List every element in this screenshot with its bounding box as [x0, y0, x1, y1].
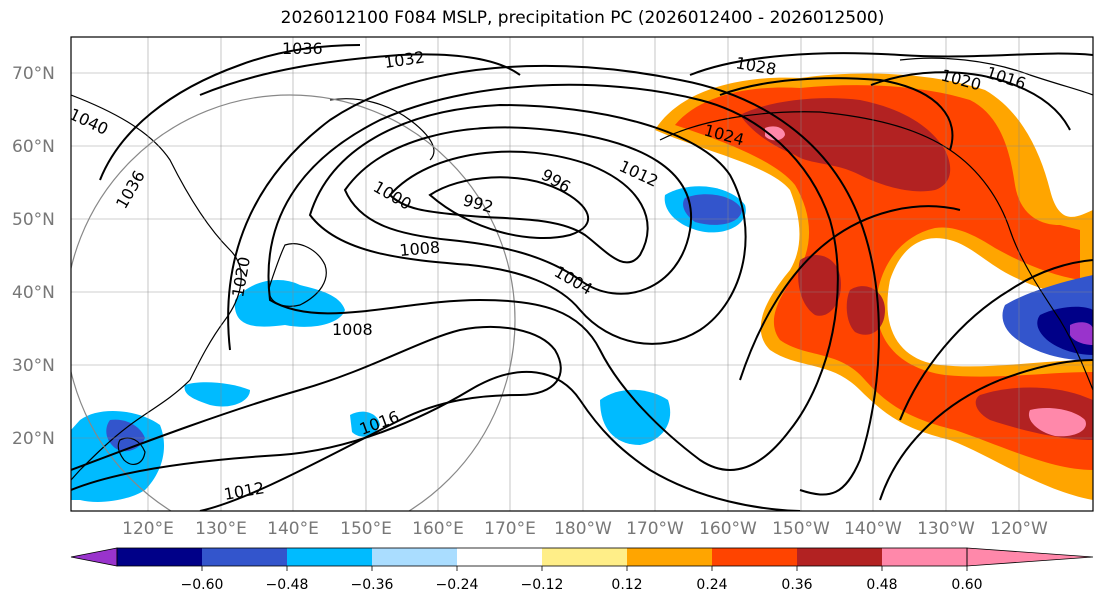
- colorbar-segment-4: [372, 548, 457, 566]
- isobar-1016-b: [71, 325, 562, 511]
- colorbar-label-2: −0.48: [266, 577, 309, 593]
- coastline-japan: [268, 243, 327, 307]
- isobar-1016-east: [879, 359, 1093, 501]
- lon-label-160e: 160°E: [412, 519, 464, 539]
- lon-label-120w: 120°W: [990, 519, 1048, 539]
- colorbar-label-9: 0.48: [866, 577, 897, 593]
- lon-label-130w: 130°W: [917, 519, 975, 539]
- colorbar-label-6: 0.12: [611, 577, 642, 593]
- colorbar-segment-8: [712, 548, 797, 566]
- isobar-1036: [99, 44, 361, 181]
- isobar-label-1008-b: 1008: [332, 320, 373, 339]
- colorbar-extend-left: [70, 547, 118, 567]
- map-frame: [70, 36, 1094, 512]
- lon-label-170w: 170°W: [626, 519, 684, 539]
- precip-region-darkred-alaska: [740, 98, 951, 192]
- isobar-992: [428, 176, 590, 239]
- isobars: [71, 44, 1093, 511]
- colorbar-tick-labels: −0.60 −0.48 −0.36 −0.24 −0.12 0.12 0.24 …: [181, 577, 983, 593]
- latitude-labels: 70°N 60°N 50°N 40°N 30°N 20°N: [12, 64, 55, 449]
- graticule: [71, 37, 1093, 511]
- coastline-asia: [71, 94, 242, 481]
- lat-label-20: 20°N: [12, 429, 55, 449]
- colorbar-label-5: −0.12: [521, 577, 564, 593]
- isobar-1016-a: [71, 370, 801, 511]
- coastline-taiwan: [117, 437, 146, 466]
- isobar-1020: [870, 71, 1071, 131]
- precip-neg-westcoast-core: [1037, 306, 1093, 355]
- isobar-1000: [343, 126, 693, 295]
- colorbar-segment-10: [882, 548, 967, 566]
- precip-neg-westcoast-purple: [1070, 322, 1093, 345]
- precip-neg-taiwan-core: [106, 419, 145, 452]
- precip-region-pink-1: [1028, 408, 1086, 437]
- colorbar-label-7: 0.24: [696, 577, 727, 593]
- lon-label-160w: 160°W: [699, 519, 757, 539]
- lon-label-140w: 140°W: [844, 519, 902, 539]
- isobar-label-1008-a: 1008: [399, 238, 441, 260]
- colorbar-segment-3: [287, 548, 372, 566]
- longitude-labels: 120°E 130°E 140°E 150°E 160°E 170°E 180°…: [122, 519, 1048, 539]
- isobar-1012: [227, 64, 880, 496]
- colorbar: −0.60 −0.48 −0.36 −0.24 −0.12 0.12 0.24 …: [70, 547, 1094, 593]
- lon-label-130e: 130°E: [195, 519, 247, 539]
- precip-neg-pacific-2: [350, 411, 380, 437]
- isobar-1028: [689, 52, 1093, 76]
- lat-label-70: 70°N: [12, 64, 55, 84]
- isobar-1020-east: [899, 259, 1093, 421]
- precip-region-darkred-2: [846, 286, 885, 335]
- isobar-996: [388, 150, 649, 264]
- reference-circle: [71, 94, 516, 511]
- lon-label-170e: 170°E: [484, 519, 536, 539]
- isobar-1024: [719, 77, 954, 151]
- colorbar-ticks: [201, 566, 968, 571]
- colorbar-segment-5: [457, 548, 542, 566]
- lon-label-140e: 140°E: [267, 519, 319, 539]
- precip-region-red: [675, 85, 1093, 470]
- colorbar-segment-7: [627, 548, 712, 566]
- colorbar-label-10: 0.60: [951, 577, 982, 593]
- lon-label-120e: 120°E: [122, 519, 174, 539]
- lat-label-30: 30°N: [12, 356, 55, 376]
- precip-neg-ryukyu: [184, 382, 250, 407]
- isobar-1008: [267, 83, 839, 471]
- coastline-kamchatka: [329, 98, 435, 161]
- isobar-1032: [199, 53, 521, 96]
- lat-label-40: 40°N: [12, 283, 55, 303]
- isobar-1008-east: [739, 205, 961, 381]
- colorbar-segment-1: [117, 548, 202, 566]
- colorbar-label-4: −0.24: [436, 577, 479, 593]
- colorbar-label-8: 0.36: [781, 577, 812, 593]
- lat-label-60: 60°N: [12, 137, 55, 157]
- precip-region-darkred-1: [798, 255, 841, 316]
- precip-neg-pacific-1: [600, 389, 671, 445]
- colorbar-segment-6: [542, 548, 627, 566]
- lon-label-180w: 180°W: [554, 519, 612, 539]
- colorbar-segment-2: [202, 548, 287, 566]
- lon-label-150e: 150°E: [340, 519, 392, 539]
- colorbar-label-1: −0.60: [181, 577, 224, 593]
- precip-region-pink-2: [765, 126, 785, 141]
- lat-label-50: 50°N: [12, 210, 55, 230]
- map-title: 2026012100 F084 MSLP, precipitation PC (…: [280, 8, 885, 28]
- coastline-north-america: [659, 111, 1093, 391]
- isobar-label-1036-top: 1036: [282, 39, 323, 58]
- colorbar-extend-right: [966, 547, 1094, 567]
- isobar-1004: [308, 103, 747, 345]
- colorbar-label-3: −0.36: [351, 577, 394, 593]
- colorbar-segment-9: [797, 548, 882, 566]
- lon-label-150w: 150°W: [772, 519, 830, 539]
- precip-neg-gulf-core: [683, 194, 742, 225]
